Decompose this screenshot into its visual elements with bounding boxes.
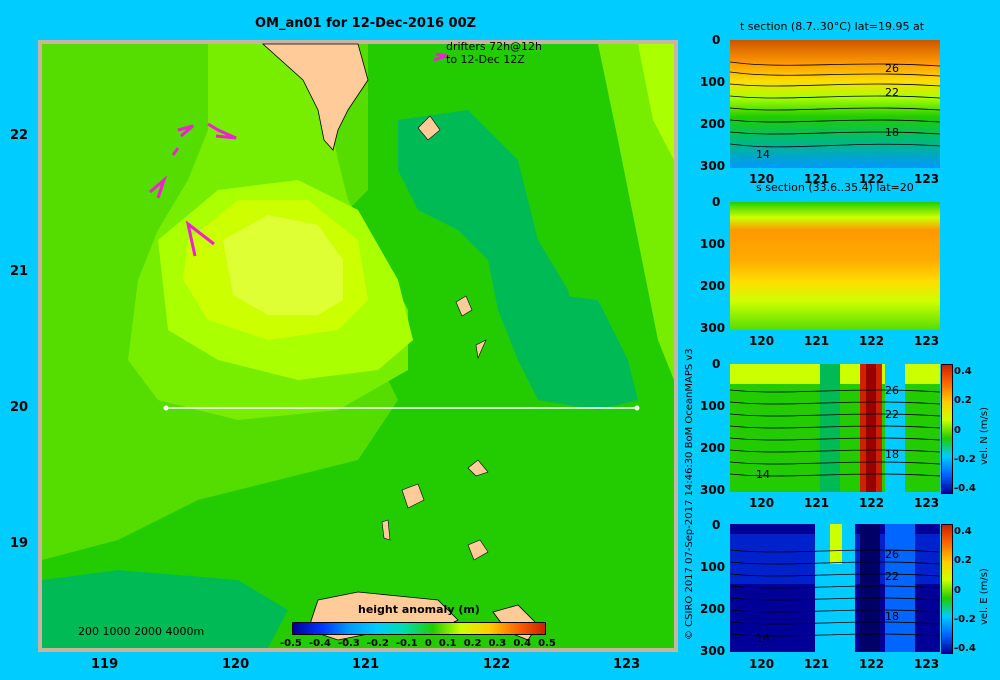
salinity-section (730, 202, 940, 330)
x-tick: 121 (352, 657, 380, 672)
velocity-east-section (730, 524, 940, 652)
x-tick: 122 (483, 657, 511, 672)
contour-label: 22 (885, 86, 899, 99)
x-tick: 120 (749, 172, 775, 186)
y-tick: 100 (700, 560, 726, 574)
contour-label: 26 (885, 62, 899, 75)
x-tick: 121 (804, 657, 830, 671)
x-tick: 119 (91, 657, 119, 672)
y-tick: 100 (700, 75, 726, 89)
y-tick: 300 (700, 159, 726, 173)
height-anomaly-colorbar (292, 622, 546, 635)
vel-e-colorbar (941, 524, 953, 654)
temperature-section (730, 40, 940, 168)
contour-label: 18 (885, 610, 899, 623)
y-tick: 300 (700, 321, 726, 335)
y-tick: 100 (700, 399, 726, 413)
vel-n-colorbar (941, 364, 953, 494)
y-tick: 0 (712, 518, 721, 532)
y-tick: 19 (10, 536, 29, 551)
y-tick: 21 (10, 264, 29, 279)
credit-text: © CSIRO 2017 07-Sep-2017 14:46:30 BoM Oc… (684, 348, 695, 640)
contour-label: 22 (885, 570, 899, 583)
depth-scale-label: 200 1000 2000 4000m (78, 625, 205, 638)
x-tick: 121 (804, 496, 830, 510)
contour-label: 22 (885, 408, 899, 421)
map-title: OM_an01 for 12-Dec-2016 00Z (255, 16, 477, 31)
island (475, 339, 487, 360)
y-tick: 20 (10, 400, 29, 415)
contour-label: 26 (885, 548, 899, 561)
x-tick: 123 (613, 657, 641, 672)
contour-label: 26 (885, 384, 899, 397)
y-tick: 300 (700, 483, 726, 497)
panel-title: s section (33.6..35.4) lat=20 (756, 181, 914, 194)
x-tick: 120 (749, 657, 775, 671)
x-tick: 121 (804, 172, 830, 186)
x-tick: 123 (914, 172, 940, 186)
island (381, 519, 391, 541)
drifter-note-2: to 12-Dec 12Z (446, 53, 525, 66)
island (455, 295, 473, 317)
velocity-north-section (730, 364, 940, 492)
x-tick: 122 (859, 657, 885, 671)
x-tick: 120 (749, 334, 775, 348)
y-tick: 0 (712, 357, 721, 371)
y-tick: 0 (712, 33, 721, 47)
y-tick: 0 (712, 195, 721, 209)
y-tick: 22 (10, 128, 29, 143)
island (467, 539, 489, 561)
contour-label: 18 (885, 126, 899, 139)
island (401, 483, 425, 509)
x-tick: 123 (914, 496, 940, 510)
panel-title: t section (8.7..30°C) lat=19.95 at (740, 20, 925, 33)
y-tick: 200 (700, 279, 726, 293)
x-tick: 122 (859, 334, 885, 348)
drifter-tracks (149, 52, 452, 257)
x-tick: 123 (914, 334, 940, 348)
y-tick: 300 (700, 644, 726, 658)
colorbar-title: height anomaly (m) (358, 603, 480, 616)
colorbar-ticks: -0.5 -0.4 -0.3 -0.2 -0.1 0 0.1 0.2 0.3 0.4 0.5 (280, 638, 556, 649)
x-tick: 121 (804, 334, 830, 348)
x-tick: 122 (859, 172, 885, 186)
main-map (38, 40, 678, 652)
drifter-note-1: drifters 72h@12h (446, 40, 543, 53)
land-taiwan-south (261, 43, 369, 151)
y-tick: 200 (700, 441, 726, 455)
contour-label: 14 (756, 468, 770, 481)
x-tick: 122 (859, 496, 885, 510)
vel-n-ticks: 0.4 0.2 0 -0.2 -0.4 (954, 366, 976, 494)
contour-label: 14 (756, 632, 770, 645)
y-tick: 200 (700, 602, 726, 616)
x-tick: 120 (749, 496, 775, 510)
vel-e-ticks: 0.4 0.2 0 -0.2 -0.4 (954, 526, 976, 654)
contour-label: 18 (885, 448, 899, 461)
island (467, 459, 489, 477)
y-tick: 200 (700, 117, 726, 131)
x-tick: 123 (914, 657, 940, 671)
vel-n-label: vel. N (m/s) (979, 407, 990, 465)
contour-label: 14 (756, 148, 770, 161)
vel-e-label: vel. E (m/s) (979, 568, 990, 625)
island (417, 115, 441, 141)
y-tick: 100 (700, 237, 726, 251)
x-tick: 120 (222, 657, 250, 672)
